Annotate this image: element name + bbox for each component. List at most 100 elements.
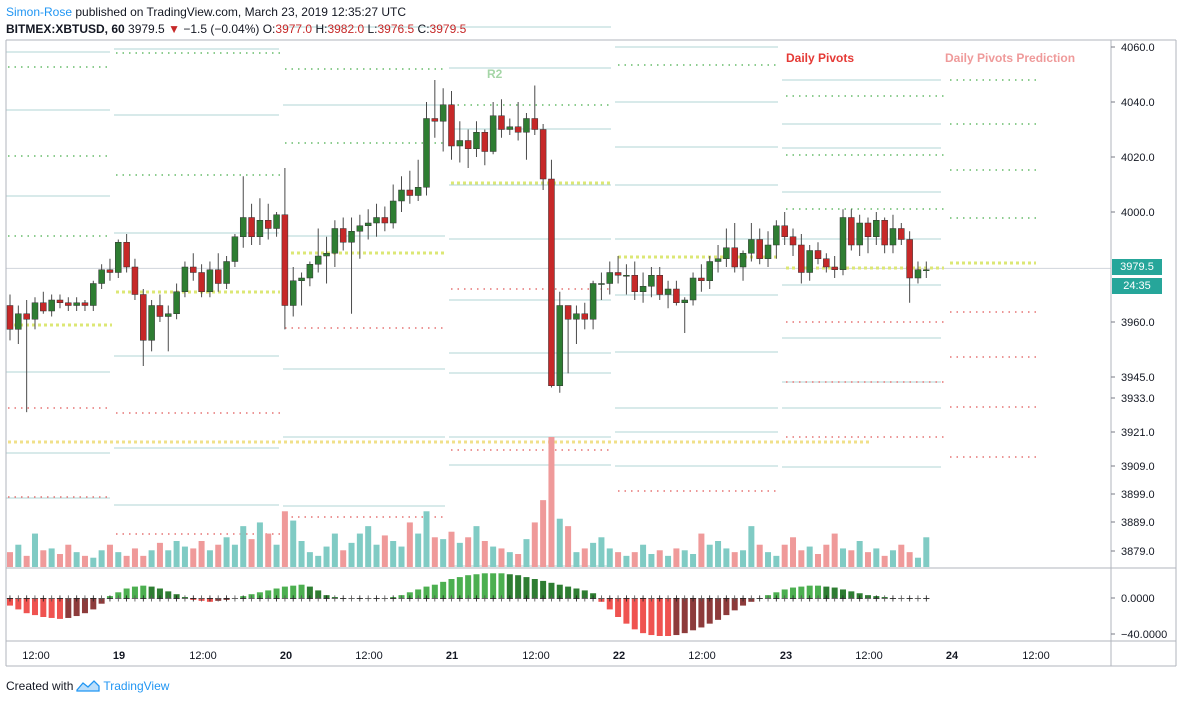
- volume-bar: [298, 541, 305, 567]
- volume-bar: [531, 522, 538, 567]
- oscillator-bar: [465, 575, 472, 598]
- oscillator-zero-marker: +: [339, 594, 347, 605]
- price-tick-label: 3933.0: [1121, 393, 1155, 405]
- oscillator-bar: [831, 587, 838, 598]
- candle-down: [65, 302, 72, 306]
- candle-down: [381, 217, 389, 224]
- oscillator-zero-marker: +: [922, 594, 930, 605]
- volume-bar: [873, 548, 880, 567]
- oscillator-bar: [90, 598, 97, 610]
- candle-up: [506, 126, 514, 130]
- candle-down: [40, 302, 47, 312]
- volume-bar: [7, 552, 13, 567]
- oscillator-zero-marker: +: [431, 594, 439, 605]
- oscillator-bar: [381, 598, 388, 599]
- tradingview-link[interactable]: TradingView: [103, 679, 170, 693]
- volume-bar: [648, 554, 655, 567]
- volume-bar: [665, 555, 672, 567]
- candle-down: [264, 220, 272, 229]
- oscillator-zero-marker: +: [422, 594, 430, 605]
- tradingview-logo-icon: [76, 680, 101, 692]
- oscillator-zero-marker: +: [855, 594, 863, 605]
- oscillator-zero-marker: +: [539, 594, 547, 605]
- candle-down: [564, 305, 572, 320]
- oscillator-bar: [581, 590, 588, 598]
- oscillator-bar: [273, 588, 280, 598]
- oscillator-zero-marker: +: [131, 594, 139, 605]
- time-tick-label: 12:00: [855, 650, 883, 662]
- candle-up: [723, 247, 730, 259]
- time-tick-label: 19: [113, 650, 125, 662]
- candle-down: [656, 275, 663, 295]
- oscillator-bar: [556, 584, 563, 598]
- oscillator-bar: [148, 586, 155, 598]
- volume-bar: [506, 552, 513, 567]
- oscillator-zero-marker: +: [231, 594, 239, 605]
- oscillator-zero-marker: +: [614, 594, 622, 605]
- candle-down: [464, 140, 472, 149]
- oscillator-bar: [598, 598, 605, 602]
- candle-up: [489, 115, 497, 152]
- oscillator-bar: [923, 598, 930, 599]
- oscillator-bar: [223, 598, 230, 600]
- candle-down: [198, 272, 205, 292]
- volume-bar: [423, 511, 430, 567]
- candle-up: [306, 264, 314, 279]
- oscillator-bar: [348, 598, 355, 599]
- osc-tick-label: −40.0000: [1121, 629, 1167, 641]
- price-tick-label: 3879.0: [1121, 546, 1155, 558]
- oscillator-bar: [215, 598, 222, 601]
- oscillator-zero-marker: +: [331, 594, 339, 605]
- oscillator-zero-marker: +: [381, 594, 389, 605]
- author-link[interactable]: Simon-Rose: [6, 5, 73, 19]
- volume-bar: [306, 552, 313, 567]
- candle-up: [439, 104, 447, 122]
- candle-down: [406, 189, 414, 196]
- pivot-bands: [6, 26, 941, 567]
- oscillator-zero-marker: +: [572, 594, 580, 605]
- volume-bar: [98, 550, 105, 567]
- oscillator-zero-marker: +: [189, 594, 197, 605]
- close-value: 3979.5: [429, 22, 467, 36]
- oscillator-bar: [65, 598, 72, 618]
- oscillator-zero-marker: +: [397, 594, 405, 605]
- oscillator-bar: [181, 597, 188, 598]
- oscillator-zero-marker: +: [81, 594, 89, 605]
- volume-bar: [698, 533, 705, 567]
- oscillator-bar: [481, 573, 488, 598]
- candle-up: [73, 302, 80, 306]
- oscillator-zero-marker: +: [647, 594, 655, 605]
- down-arrow-icon: ▼: [168, 22, 180, 36]
- oscillator-zero-marker: +: [264, 594, 272, 605]
- candle-up: [556, 305, 564, 386]
- candle-down: [339, 228, 347, 243]
- oscillator-bar: [798, 586, 805, 598]
- candle-up: [714, 258, 722, 262]
- oscillator-zero-marker: +: [214, 594, 222, 605]
- oscillator-zero-marker: +: [139, 594, 147, 605]
- volume-bar: [356, 533, 363, 567]
- oscillator-bar: [73, 598, 80, 617]
- volume-bar: [756, 544, 763, 567]
- oscillator: + + + + + + + + + + + + + + + + + + + + + + + + + + + + + + + + + + + + + + + +…: [6, 573, 930, 636]
- oscillator-zero-marker: +: [697, 594, 705, 605]
- candle-down: [248, 217, 255, 237]
- candle-down: [823, 258, 830, 268]
- symbol-header: BITMEX:XBTUSD, 60 3979.5 ▼ −1.5 (−0.04%)…: [6, 22, 466, 36]
- volume-bar: [623, 555, 630, 567]
- oscillator-zero-marker: +: [272, 594, 280, 605]
- oscillator-bar: [815, 585, 822, 598]
- volume-bar: [765, 552, 772, 567]
- volume-bar: [790, 537, 797, 567]
- oscillator-bar: [81, 598, 88, 614]
- oscillator-bar: [156, 588, 163, 598]
- oscillator-bar: [531, 579, 538, 598]
- oscillator-bar: [256, 592, 263, 598]
- candle-down: [431, 118, 439, 122]
- oscillator-bar: [298, 584, 305, 598]
- volume-bar: [415, 533, 422, 567]
- candle-down: [581, 313, 589, 320]
- oscillator-zero-marker: +: [639, 594, 647, 605]
- candle-up: [648, 275, 655, 287]
